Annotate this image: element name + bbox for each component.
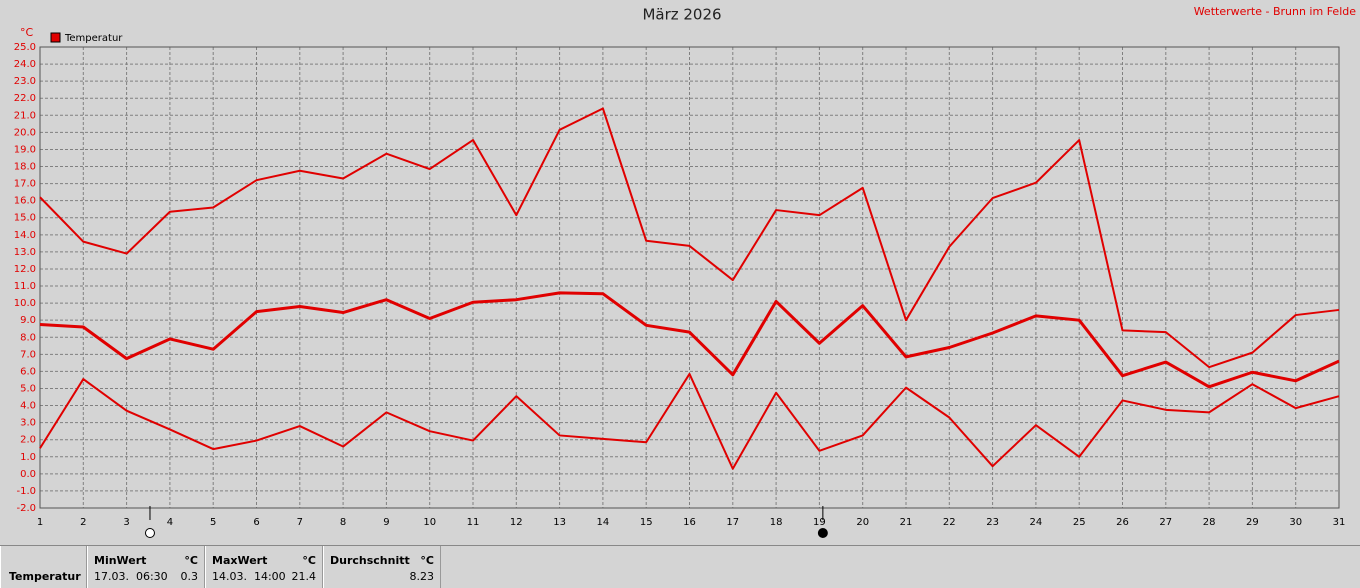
x-tick-label: 7 [297, 517, 303, 528]
x-tick-label: 27 [1159, 517, 1172, 528]
series-line [39, 372, 1340, 470]
y-tick-label: 22.0 [14, 93, 36, 104]
avg-cell: Durchschnitt °C 8.23 [323, 546, 441, 588]
legend-label: Temperatur [64, 33, 123, 44]
x-tick-label: 15 [640, 517, 653, 528]
y-tick-label: 2.0 [20, 435, 36, 446]
chart: März 2026 Wetterwerte - Brunn im Felde °… [14, 5, 1357, 538]
y-tick-label: 16.0 [14, 196, 36, 207]
max-title: MaxWert [212, 554, 268, 567]
min-cell: MinWert °C 17.03. 06:30 0.3 [87, 546, 205, 588]
plot-frame [39, 46, 1340, 509]
stats-label-cell: Temperatur [0, 546, 87, 588]
x-tick-label: 28 [1203, 517, 1216, 528]
x-tick-label: 20 [856, 517, 869, 528]
chart-title: März 2026 [642, 6, 721, 24]
x-tick-label: 6 [253, 517, 259, 528]
stats-panel: Temperatur MinWert °C 17.03. 06:30 0.3 M… [0, 545, 1360, 588]
y-tick-label: 10.0 [14, 298, 36, 309]
x-tick-label: 22 [943, 517, 956, 528]
x-tick-label: 19 [813, 517, 826, 528]
y-tick-label: 11.0 [14, 281, 36, 292]
y-tick-label: 3.0 [20, 418, 36, 429]
min-value: 0.3 [180, 570, 199, 583]
stats-label: Temperatur [9, 570, 81, 583]
x-tick-label: 1 [37, 517, 43, 528]
x-tick-label: 21 [900, 517, 913, 528]
x-tick-label: 4 [167, 517, 173, 528]
y-tick-label: 8.0 [20, 332, 36, 343]
y-tick-label: 9.0 [20, 315, 36, 326]
avg-value: 8.23 [409, 570, 435, 583]
moon-marker [144, 528, 155, 538]
y-tick-label: 20.0 [14, 127, 36, 138]
x-tick-label: 9 [383, 517, 389, 528]
y-tick-label: 21.0 [14, 110, 36, 121]
series-line [39, 107, 1340, 369]
x-tick-label: 3 [123, 517, 129, 528]
y-tick-label: 19.0 [14, 144, 36, 155]
y-tick-label: 14.0 [14, 230, 36, 241]
min-time: 17.03. 06:30 [94, 570, 168, 583]
x-tick-label: 29 [1246, 517, 1259, 528]
y-tick-label: 1.0 [20, 452, 36, 463]
x-tick-label: 23 [986, 517, 999, 528]
max-unit: °C [302, 554, 316, 567]
y-tick-label: 23.0 [14, 76, 36, 87]
x-tick-label: 17 [726, 517, 739, 528]
y-tick-label: 24.0 [14, 59, 36, 70]
x-tick-label: 16 [683, 517, 696, 528]
max-time: 14.03. 14:00 [212, 570, 286, 583]
y-tick-label: 17.0 [14, 179, 36, 190]
x-tick-label: 12 [510, 517, 523, 528]
x-tick-label: 31 [1333, 517, 1346, 528]
avg-unit: °C [420, 554, 434, 567]
max-value: 21.4 [291, 570, 317, 583]
x-tick-label: 5 [210, 517, 216, 528]
y-tick-label: 15.0 [14, 213, 36, 224]
x-tick-label: 18 [770, 517, 783, 528]
x-tick-label: 13 [553, 517, 566, 528]
max-cell: MaxWert °C 14.03. 14:00 21.4 [205, 546, 323, 588]
x-tick-label: 2 [80, 517, 86, 528]
x-tick-label: 26 [1116, 517, 1129, 528]
x-tick-label: 11 [467, 517, 480, 528]
y-tick-label: 25.0 [14, 42, 36, 53]
x-tick-label: 10 [423, 517, 436, 528]
x-tick-label: 30 [1289, 517, 1302, 528]
x-tick-label: 8 [340, 517, 346, 528]
x-tick-label: 14 [597, 517, 610, 528]
x-tick-label: 25 [1073, 517, 1086, 528]
min-unit: °C [184, 554, 198, 567]
y-tick-label: 4.0 [20, 401, 36, 412]
y-tick-label: 5.0 [20, 383, 36, 394]
moon-marker [817, 528, 828, 538]
x-tick-label: 24 [1030, 517, 1043, 528]
y-tick-label: -2.0 [16, 503, 36, 514]
y-tick-label: 12.0 [14, 264, 36, 275]
y-tick-label: 0.0 [20, 469, 36, 480]
y-tick-label: 13.0 [14, 247, 36, 258]
y-tick-label: 18.0 [14, 162, 36, 173]
unit-label: °C [20, 26, 34, 39]
avg-title: Durchschnitt [330, 554, 410, 567]
series-line [39, 291, 1340, 389]
y-tick-label: 6.0 [20, 366, 36, 377]
y-tick-label: -1.0 [16, 486, 36, 497]
source-label: Wetterwerte - Brunn im Felde [1194, 5, 1357, 18]
min-title: MinWert [94, 554, 147, 567]
y-tick-label: 7.0 [20, 349, 36, 360]
legend-swatch [50, 32, 61, 43]
